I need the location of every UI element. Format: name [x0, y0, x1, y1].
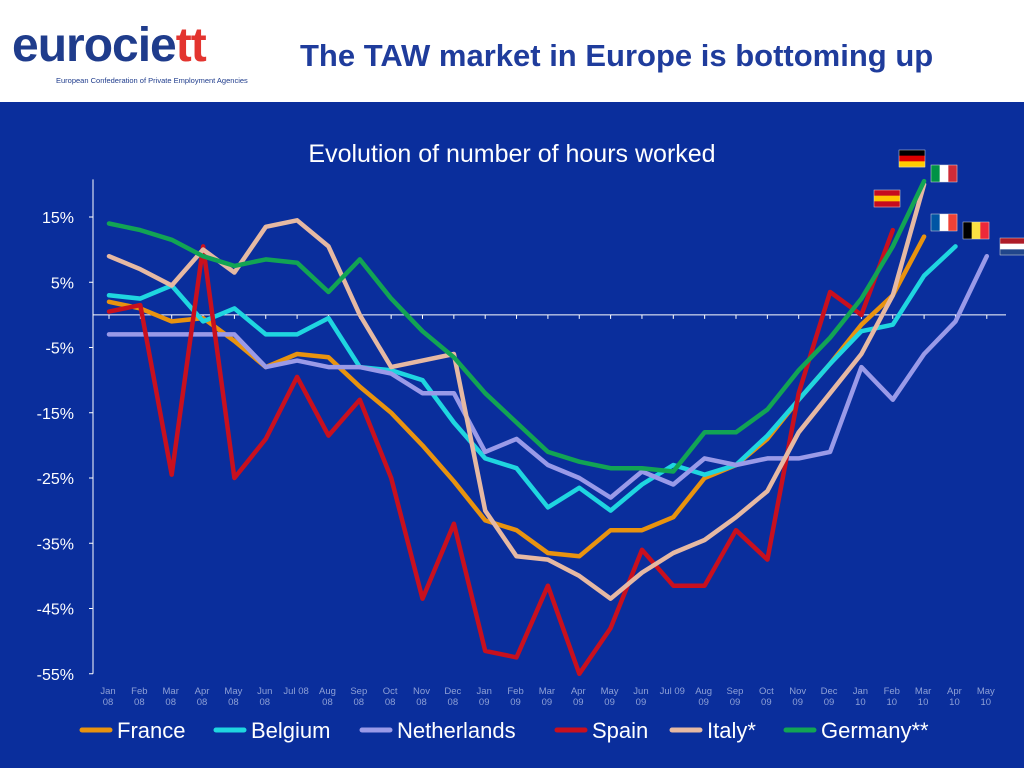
chart-axes: 15% 5% -5% -15% -25% -35% -45% -55% Jan 08 Feb 08 Ma… [37, 179, 1006, 708]
flag-band [980, 222, 990, 239]
flag-border [962, 221, 990, 240]
legend-label: Belgium [251, 718, 330, 743]
flag-band [939, 214, 949, 231]
flag-band [971, 222, 981, 239]
flag-border [930, 164, 958, 183]
chart-series-lines [106, 178, 990, 677]
x-tick-label: Sep 09 [727, 686, 744, 708]
logo-wordmark: eurociett [12, 19, 207, 72]
hours-worked-chart: Evolution of number of hours worked 15% 5… [37, 140, 1024, 743]
x-tick-label: Oct 08 [383, 686, 398, 708]
flag-band [874, 190, 900, 196]
flag-border [930, 213, 958, 232]
x-tick-label: Nov 08 [413, 686, 430, 708]
x-tick-label: Feb 08 [131, 686, 147, 708]
flag-band [931, 214, 940, 231]
flag-border [999, 237, 1024, 256]
logo-wordmark-accent: tt [175, 19, 207, 72]
x-tick-label: Jun 08 [257, 686, 272, 708]
series-line-italy [106, 182, 927, 601]
x-tick-label: Feb 10 [884, 686, 900, 708]
legend-label: Italy* [707, 718, 756, 743]
eurociett-logo: eurociett European Confederation of Priv… [12, 10, 262, 90]
x-tick-label: Mar 09 [539, 686, 555, 708]
x-tick-label: Apr 08 [195, 686, 210, 708]
x-tick-label: Jan 10 [853, 686, 868, 708]
slide-title: The TAW market in Europe is bottoming up [300, 38, 934, 73]
flag-band [1000, 238, 1024, 244]
flag-band [899, 155, 925, 162]
series-line-belgium [106, 244, 958, 513]
flag-germany-icon [898, 149, 926, 168]
flag-belgium-icon [962, 221, 990, 240]
x-tick-label: Mar 08 [163, 686, 179, 708]
flag-band [963, 222, 972, 239]
x-tick-label: Nov 09 [789, 686, 806, 708]
x-tick-label: Sep 08 [350, 686, 367, 708]
logo-wordmark-main: eurocie [12, 19, 177, 72]
legend-label: France [117, 718, 185, 743]
x-tick-label: Jan 08 [100, 686, 115, 708]
flag-band [948, 165, 958, 182]
flag-band [1000, 243, 1024, 250]
y-tick-label: 5% [51, 275, 74, 292]
x-tick-label: Jan 09 [477, 686, 492, 708]
x-tick-label: May 08 [224, 686, 242, 708]
y-tick-label: -55% [37, 667, 74, 684]
flag-netherlands-icon [999, 237, 1024, 256]
y-tick-label: -35% [37, 536, 74, 553]
x-tick-label: Dec 09 [821, 686, 838, 708]
logo-tagline: European Confederation of Private Employ… [56, 76, 248, 85]
flag-band [899, 150, 925, 156]
y-tick-label: 15% [42, 210, 74, 227]
chart-legend: France Belgium Netherlands Spain Italy* Germa… [79, 718, 929, 743]
legend-label: Netherlands [397, 718, 516, 743]
flag-band [931, 165, 940, 182]
flag-band [899, 161, 925, 168]
flag-border [898, 149, 926, 168]
x-tick-label: Oct 09 [759, 686, 774, 708]
flag-band [939, 165, 949, 182]
flag-france-icon [930, 213, 958, 232]
flag-band [874, 195, 900, 202]
flag-border [873, 189, 901, 208]
x-tick-label: Jul 09 [660, 686, 685, 697]
flag-italy-icon [930, 164, 958, 183]
legend-label: Germany** [821, 718, 929, 743]
series-line-netherlands [106, 253, 990, 500]
slide-header: eurociett European Confederation of Priv… [0, 0, 1024, 102]
country-flags [873, 149, 1024, 256]
flag-band [1000, 249, 1024, 256]
chart-title: Evolution of number of hours worked [308, 140, 715, 168]
x-tick-label: May 10 [977, 686, 995, 708]
x-tick-label: Dec 08 [444, 686, 461, 708]
x-tick-label: May 09 [601, 686, 619, 708]
x-tick-label: Apr 09 [571, 686, 586, 708]
y-tick-label: -25% [37, 471, 74, 488]
y-tick-label: -5% [46, 341, 74, 358]
x-tick-label: Feb 09 [507, 686, 523, 708]
series-line-spain [106, 227, 896, 677]
x-tick-label: Aug 08 [319, 686, 336, 708]
x-tick-label: Aug 09 [695, 686, 712, 708]
flag-band [874, 201, 900, 208]
flag-band [948, 214, 958, 231]
x-tick-label: Mar 10 [915, 686, 931, 708]
x-tick-label: Jun 09 [633, 686, 648, 708]
x-tick-label: Apr 10 [947, 686, 962, 708]
flag-spain-icon [873, 189, 901, 208]
x-tick-label: Jul 08 [283, 686, 308, 697]
y-tick-label: -45% [37, 602, 74, 619]
legend-label: Spain [592, 718, 648, 743]
series-line-germany [106, 178, 927, 474]
y-tick-label: -15% [37, 406, 74, 423]
